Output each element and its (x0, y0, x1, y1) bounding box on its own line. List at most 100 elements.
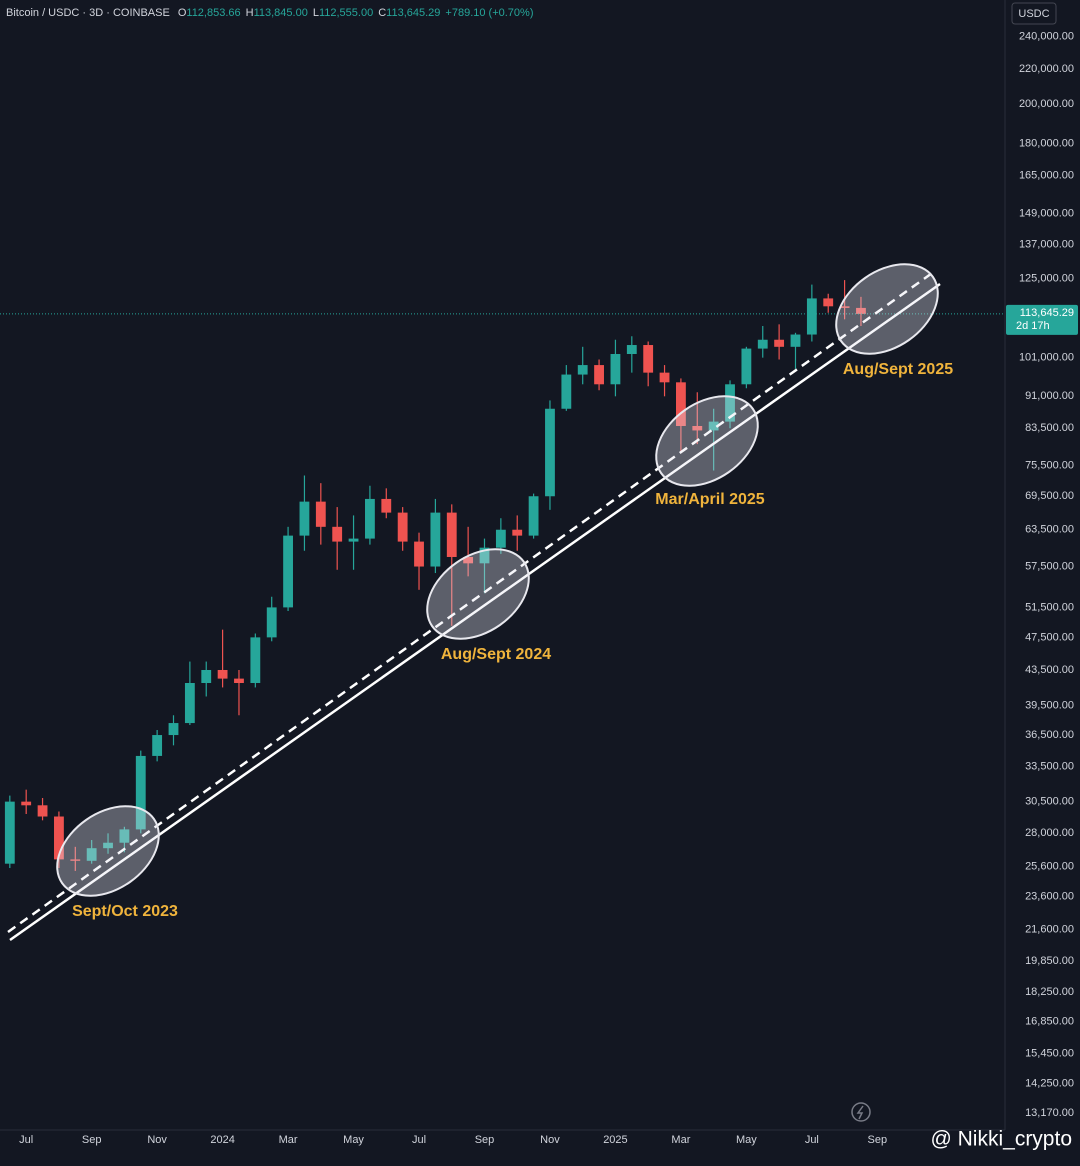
candle-body (283, 535, 293, 608)
y-tick-label: 91,000.00 (1025, 390, 1074, 402)
ohlc-key: L (313, 7, 319, 19)
annotation: Sept/Oct 2023 (72, 903, 178, 920)
candle-body (70, 859, 81, 861)
candle-body (561, 374, 572, 409)
y-tick-label: 75,500.00 (1025, 459, 1074, 471)
y-tick-label: 14,250.00 (1025, 1078, 1074, 1090)
candle-body (21, 801, 32, 806)
candle-body (348, 538, 359, 542)
candle-body (430, 512, 441, 567)
ohlc-value: 113,845.00 (254, 7, 308, 19)
candle-body (495, 529, 506, 548)
candle-body (790, 334, 801, 347)
y-tick-label: 51,500.00 (1025, 601, 1074, 613)
y-tick-label: 220,000.00 (1019, 63, 1074, 75)
highlight-ellipse (655, 395, 759, 487)
candle-body (741, 348, 752, 385)
symbol-title: Bitcoin / USDC · 3D · COINBASE (6, 7, 170, 19)
y-tick-label: 16,850.00 (1025, 1016, 1074, 1028)
x-tick-label: 2024 (210, 1134, 234, 1146)
candle-body (463, 556, 474, 564)
candle-body (659, 372, 670, 383)
y-tick-label: 125,000.00 (1019, 273, 1074, 285)
candle-body (103, 842, 113, 849)
x-tick-label: Nov (147, 1134, 167, 1146)
x-tick-label: Mar (671, 1134, 690, 1146)
candle-body (528, 496, 539, 536)
candle-body (266, 607, 277, 638)
candle-body (806, 298, 817, 335)
candle-body (119, 829, 130, 843)
candle-body (479, 547, 490, 564)
candle-body (54, 816, 64, 860)
highlight-ellipse (426, 548, 530, 640)
y-tick-label: 101,000.00 (1019, 352, 1074, 364)
highlight-ellipse (56, 805, 160, 897)
x-tick-label: May (736, 1134, 757, 1146)
candle-body (577, 365, 588, 375)
candle-body (856, 307, 866, 314)
candle-body (545, 408, 555, 497)
candle-body (381, 498, 392, 513)
x-tick-label: Sep (475, 1134, 495, 1146)
ohlc-value: 113,645.29 (386, 7, 440, 19)
last-price-box (1006, 304, 1078, 335)
y-tick-label: 18,250.00 (1025, 986, 1074, 998)
dashed-trendline (7, 269, 936, 934)
x-tick-label: 2025 (603, 1134, 627, 1146)
y-tick-label: 19,850.00 (1025, 955, 1074, 967)
candle-body (692, 425, 703, 431)
y-tick-label: 25,600.00 (1025, 860, 1074, 872)
x-tick-label: Mar (279, 1134, 298, 1146)
ohlc-key: C (378, 7, 386, 19)
ohlc-key: H (246, 7, 254, 19)
candle-body (184, 683, 195, 724)
change: +789.10 (+0.70%) (445, 7, 533, 19)
y-tick-label: 165,000.00 (1019, 170, 1074, 182)
candle-body (365, 498, 375, 539)
candle-body (168, 723, 179, 736)
watermark: @ Nikki_crypto (930, 1128, 1072, 1151)
trendlines (7, 269, 941, 942)
annotation: Mar/April 2025 (655, 491, 764, 508)
header: Bitcoin / USDC · 3D · COINBASE O 112,853.… (6, 7, 534, 19)
candle-body (201, 669, 212, 684)
candle-body (414, 541, 424, 567)
x-tick-label: May (343, 1134, 364, 1146)
trendline (9, 282, 941, 942)
candle-body (725, 384, 735, 422)
x-tick-label: Jul (412, 1134, 426, 1146)
y-tick-label: 13,170.00 (1025, 1107, 1074, 1119)
candle-body (610, 354, 621, 385)
last-price-label: 113,645.29 (1020, 307, 1074, 319)
y-tick-label: 240,000.00 (1019, 31, 1074, 43)
icon-bolt (856, 1105, 864, 1120)
highlight-ellipses (56, 263, 939, 897)
candle-body (315, 501, 326, 527)
candle-body (774, 339, 785, 347)
y-tick-label: 33,500.00 (1025, 761, 1074, 773)
y-tick-label: 47,500.00 (1025, 631, 1074, 643)
candle-body (37, 805, 48, 817)
y-tick-label: 57,500.00 (1025, 560, 1074, 572)
candle-body (823, 298, 834, 307)
candle-body (234, 678, 244, 684)
candle-body (446, 512, 457, 557)
candle-body (708, 421, 719, 431)
ohlc-value: 112,555.00 (319, 7, 373, 19)
y-tick-label: 43,500.00 (1025, 664, 1074, 676)
candle-body (676, 382, 686, 426)
y-tick-label: 63,500.00 (1025, 524, 1074, 536)
candle-body (135, 755, 146, 830)
y-tick-label: 36,500.00 (1025, 729, 1074, 741)
candle-body (86, 848, 97, 861)
x-tick-label: Sep (868, 1134, 888, 1146)
y-tick-label: 200,000.00 (1019, 98, 1074, 110)
y-tick-label: 180,000.00 (1019, 137, 1074, 149)
candle-body (217, 669, 228, 679)
y-tick-label: 69,500.00 (1025, 490, 1074, 502)
x-tick-label: Jul (19, 1134, 33, 1146)
y-tick-label: 83,500.00 (1025, 422, 1074, 434)
